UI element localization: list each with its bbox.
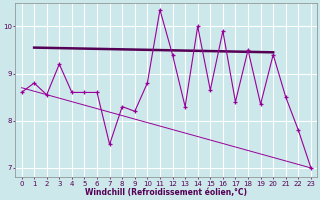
X-axis label: Windchill (Refroidissement éolien,°C): Windchill (Refroidissement éolien,°C) bbox=[85, 188, 247, 197]
